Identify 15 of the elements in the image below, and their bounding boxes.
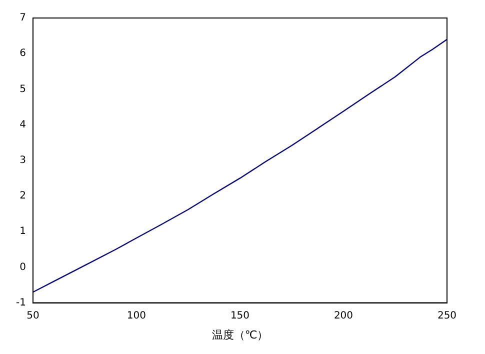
y-tick-label: 1 xyxy=(20,226,26,238)
y-tick-label: 7 xyxy=(20,12,26,24)
y-tick-label: 6 xyxy=(20,48,26,60)
x-tick-label: 250 xyxy=(437,310,457,322)
y-tick-label: 5 xyxy=(20,84,26,95)
x-tick-label: 150 xyxy=(230,310,250,322)
y-tick-label: 3 xyxy=(20,154,26,166)
x-tick-label: 200 xyxy=(334,310,354,322)
y-tick-label: 2 xyxy=(20,190,26,202)
x-axis-title: 温度（℃） xyxy=(212,328,268,342)
y-tick-label: 4 xyxy=(20,119,26,130)
x-tick-label: 100 xyxy=(126,310,146,322)
y-tick-label: -1 xyxy=(16,297,26,308)
y-tick-label: 0 xyxy=(20,262,26,273)
x-tick-label: 50 xyxy=(26,310,40,322)
